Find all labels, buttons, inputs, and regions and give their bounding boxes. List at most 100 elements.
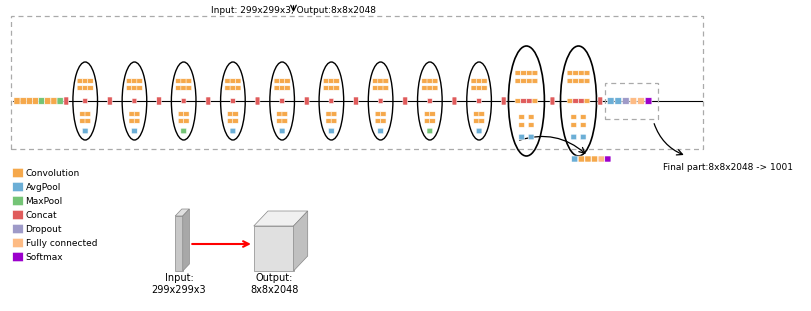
FancyBboxPatch shape [136,86,142,90]
FancyBboxPatch shape [452,97,457,105]
FancyBboxPatch shape [637,98,643,104]
FancyBboxPatch shape [131,79,137,83]
FancyBboxPatch shape [577,99,583,103]
FancyBboxPatch shape [476,99,481,104]
FancyBboxPatch shape [571,156,577,162]
FancyBboxPatch shape [183,112,189,116]
FancyBboxPatch shape [518,115,524,119]
FancyBboxPatch shape [235,79,241,83]
FancyBboxPatch shape [82,128,88,134]
FancyBboxPatch shape [473,112,478,116]
FancyBboxPatch shape [51,98,57,104]
FancyBboxPatch shape [424,112,430,116]
Text: Concat: Concat [25,211,57,220]
FancyBboxPatch shape [584,156,590,162]
FancyBboxPatch shape [572,79,577,83]
FancyBboxPatch shape [20,98,26,104]
FancyBboxPatch shape [227,119,233,123]
Text: Fully connected: Fully connected [25,239,97,248]
FancyBboxPatch shape [13,197,24,206]
FancyBboxPatch shape [520,71,526,75]
FancyBboxPatch shape [88,86,93,90]
FancyBboxPatch shape [470,86,476,90]
FancyBboxPatch shape [518,123,524,127]
FancyBboxPatch shape [520,99,526,103]
FancyBboxPatch shape [13,225,24,234]
FancyBboxPatch shape [514,99,520,103]
FancyBboxPatch shape [13,239,24,248]
FancyBboxPatch shape [378,99,383,104]
FancyBboxPatch shape [13,211,24,220]
FancyBboxPatch shape [531,71,537,75]
Polygon shape [253,211,307,226]
FancyBboxPatch shape [622,98,629,104]
FancyBboxPatch shape [57,98,63,104]
FancyBboxPatch shape [129,112,135,116]
FancyBboxPatch shape [478,112,484,116]
FancyBboxPatch shape [274,79,280,83]
FancyBboxPatch shape [127,86,132,90]
FancyBboxPatch shape [583,71,589,75]
FancyBboxPatch shape [645,98,651,104]
FancyBboxPatch shape [431,79,437,83]
FancyBboxPatch shape [566,71,572,75]
FancyBboxPatch shape [583,79,589,83]
FancyBboxPatch shape [233,119,238,123]
FancyBboxPatch shape [64,97,69,105]
FancyBboxPatch shape [325,112,331,116]
FancyBboxPatch shape [281,119,287,123]
FancyBboxPatch shape [230,128,235,134]
FancyBboxPatch shape [421,86,427,90]
FancyBboxPatch shape [580,134,586,140]
FancyBboxPatch shape [227,112,233,116]
FancyBboxPatch shape [129,119,135,123]
FancyBboxPatch shape [281,112,287,116]
FancyBboxPatch shape [520,79,526,83]
Polygon shape [182,209,189,271]
FancyBboxPatch shape [32,98,39,104]
FancyBboxPatch shape [233,112,238,116]
FancyBboxPatch shape [566,99,572,103]
FancyBboxPatch shape [14,98,20,104]
Text: Input: 299x299x3, Output:8x8x2048: Input: 299x299x3, Output:8x8x2048 [211,6,375,15]
FancyBboxPatch shape [325,119,331,123]
FancyBboxPatch shape [277,119,282,123]
Bar [11,16,702,149]
FancyBboxPatch shape [131,128,137,134]
FancyBboxPatch shape [134,119,139,123]
FancyBboxPatch shape [85,119,91,123]
FancyBboxPatch shape [181,128,187,134]
FancyBboxPatch shape [429,119,435,123]
FancyBboxPatch shape [328,79,334,83]
FancyBboxPatch shape [531,79,537,83]
FancyBboxPatch shape [614,98,620,104]
FancyBboxPatch shape [402,97,407,105]
FancyBboxPatch shape [328,86,334,90]
Polygon shape [175,209,189,216]
FancyBboxPatch shape [377,79,383,83]
FancyBboxPatch shape [372,86,378,90]
FancyBboxPatch shape [225,79,230,83]
FancyBboxPatch shape [255,97,260,105]
FancyBboxPatch shape [181,99,186,104]
FancyBboxPatch shape [230,99,235,104]
FancyBboxPatch shape [514,79,520,83]
FancyBboxPatch shape [476,86,481,90]
FancyBboxPatch shape [580,123,586,127]
FancyBboxPatch shape [607,98,613,104]
Text: Dropout: Dropout [25,225,62,234]
FancyBboxPatch shape [383,79,388,83]
FancyBboxPatch shape [127,79,132,83]
FancyBboxPatch shape [230,86,235,90]
FancyBboxPatch shape [178,112,183,116]
Polygon shape [293,211,307,271]
FancyBboxPatch shape [375,119,380,123]
FancyBboxPatch shape [577,71,583,75]
FancyBboxPatch shape [354,97,358,105]
FancyBboxPatch shape [514,71,520,75]
FancyBboxPatch shape [134,112,139,116]
FancyBboxPatch shape [427,86,432,90]
Text: AvgPool: AvgPool [25,183,61,192]
FancyBboxPatch shape [572,71,577,75]
FancyBboxPatch shape [629,98,636,104]
